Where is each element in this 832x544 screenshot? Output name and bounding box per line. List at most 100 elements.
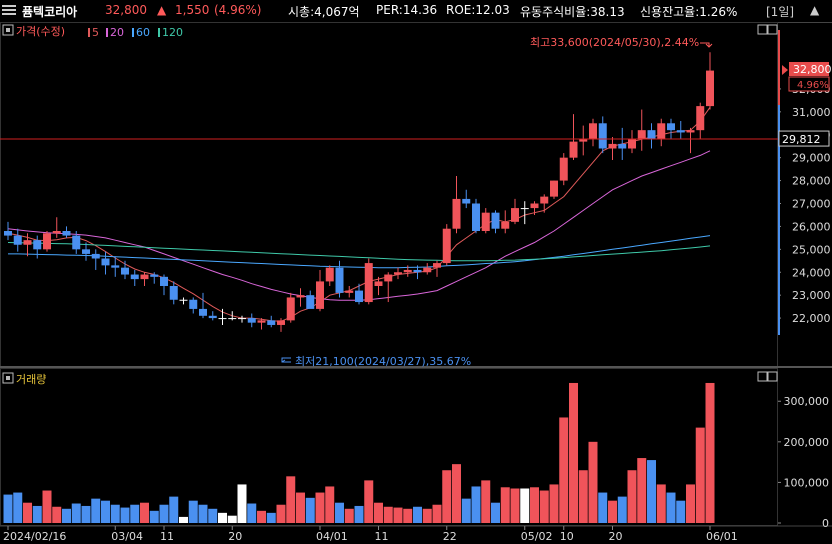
volume-bar [578, 470, 588, 523]
x-tick-label: 22 [443, 530, 457, 543]
candle-body [403, 269, 412, 273]
credit-ratio: 신용잔고율:1.26% [640, 5, 738, 19]
candle-body [228, 318, 237, 320]
ma-legend-swatch-5 [88, 28, 90, 37]
price-panel-maximize-icon[interactable] [757, 24, 768, 35]
candle-body [706, 70, 714, 107]
price-panel-toggle-icon[interactable] [2, 24, 14, 36]
volume-bar [325, 486, 335, 523]
volume-bar [179, 516, 188, 523]
volume-bar [335, 502, 344, 523]
x-tick-label: 2024/02/16 [3, 530, 66, 543]
volume-bar [266, 512, 276, 523]
candle-body [150, 274, 159, 277]
price-tick-label: 23,000 [792, 289, 831, 302]
volume-bar [549, 484, 559, 523]
candle-body [296, 295, 305, 298]
price-tick-label: 31,000 [792, 106, 831, 119]
volume-bar [461, 498, 471, 523]
ma-legend-swatch-120 [158, 28, 160, 37]
candle-body [589, 123, 597, 140]
candle-body [374, 281, 383, 286]
candle-body [52, 231, 61, 234]
volume-bar [130, 504, 140, 523]
volume-bar [208, 508, 218, 523]
ma-legend-label-5: 5 [92, 26, 99, 39]
candle-body [442, 228, 451, 264]
candle-body [111, 265, 120, 268]
volume-bar [120, 507, 130, 523]
scroll-up-icon[interactable]: ▲ [810, 3, 820, 17]
volume-bar [452, 464, 461, 523]
candle-body [540, 196, 549, 204]
volume-bar [286, 476, 296, 523]
candle-body [325, 267, 334, 282]
volume-bar [608, 500, 617, 523]
candle-body [267, 320, 276, 325]
price-change-pct: (4.96%) [214, 3, 262, 17]
volume-bar [91, 498, 101, 523]
volume-bar [3, 494, 13, 523]
high-arrow-icon [700, 42, 713, 48]
reference-price-label: 29,812 [782, 133, 821, 146]
price-panel-close-icon[interactable] [767, 24, 778, 35]
volume-bar [110, 504, 120, 523]
volume-tick-label: 300,000 [784, 395, 830, 408]
volume-bar [588, 441, 598, 523]
volume-bar [520, 488, 530, 523]
market-cap: 시총:4,067억 [288, 5, 360, 19]
volume-bar [695, 427, 705, 523]
candle-body [43, 233, 51, 250]
candle-body [199, 308, 207, 316]
volume-panel-maximize-icon[interactable] [757, 371, 768, 382]
volume-bar [23, 502, 32, 523]
volume-bar [71, 503, 81, 523]
candlesticks [4, 52, 714, 332]
volume-bar [705, 382, 715, 523]
candle-body [569, 141, 578, 158]
candle-body [384, 274, 393, 282]
menu-icon[interactable] [2, 3, 16, 17]
volume-bar [637, 458, 647, 523]
last-price-box [789, 62, 829, 76]
volume-bar [42, 490, 52, 523]
candle-body [257, 320, 266, 323]
candle-body [433, 263, 441, 268]
float-ratio: 유동주식비율:38.13 [520, 5, 625, 19]
candle-body [238, 318, 246, 320]
x-tick-label: 11 [375, 530, 389, 543]
period-selector[interactable]: [1일] [766, 5, 795, 19]
x-tick-label: 04/01 [316, 530, 348, 543]
candle-body [413, 269, 422, 273]
candle-body [101, 258, 110, 266]
volume-bar [442, 470, 452, 523]
volume-bar [354, 505, 364, 523]
volume-bar [344, 508, 354, 523]
candle-body [179, 299, 188, 301]
volume-bar [188, 500, 198, 523]
price-panel [0, 22, 778, 367]
volume-bar [403, 508, 413, 523]
candle-body [423, 267, 432, 273]
stock-name[interactable]: 퓸텍코리아 [22, 5, 78, 19]
candle-body [169, 286, 178, 300]
volume-panel-close-icon[interactable] [767, 371, 778, 382]
volume-bar [432, 504, 442, 523]
candle-body [218, 318, 227, 320]
volume-bar [471, 486, 481, 523]
stock-header-bar: 퓸텍코리아 32,800 ▲ 1,550 (4.96%) 시총:4,067억 P… [0, 0, 832, 23]
volume-panel-toggle-icon[interactable] [2, 372, 14, 384]
volume-bar [383, 506, 393, 523]
ma-legend-label-60: 60 [136, 26, 150, 39]
volume-bar [666, 492, 676, 523]
candle-body [82, 249, 90, 254]
stock-chart[interactable]: 가격(수정) 5 20 60 120 거래량 22,000 23,000 24,000 25… [0, 22, 832, 544]
ma-legend: 5 20 60 120 [88, 26, 183, 39]
candle-body [160, 276, 168, 286]
reference-price-box [778, 130, 830, 147]
candle-body [452, 198, 461, 229]
volume-bar [559, 417, 569, 523]
candle-body [686, 130, 695, 133]
price-tick-label: 29,000 [792, 152, 831, 165]
volume-bar [140, 502, 149, 523]
